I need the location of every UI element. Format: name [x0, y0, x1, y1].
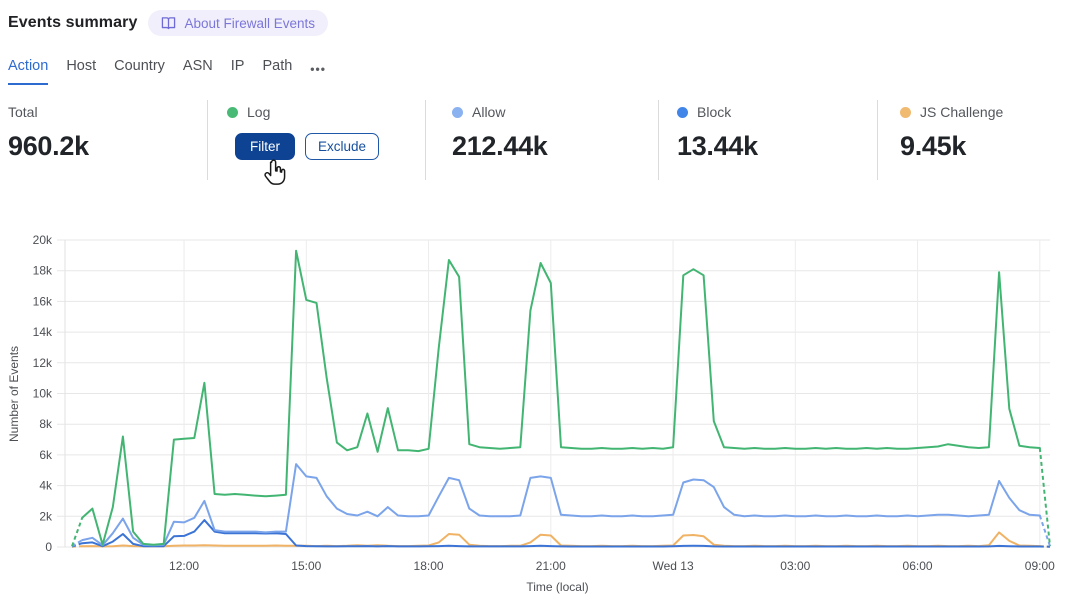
- page-title: Events summary: [8, 14, 138, 31]
- filter-button[interactable]: Filter: [235, 133, 295, 160]
- cursor-pointer-icon: [261, 159, 289, 196]
- svg-text:06:00: 06:00: [903, 559, 933, 573]
- allow-label: Allow: [472, 104, 506, 120]
- svg-text:03:00: 03:00: [780, 559, 810, 573]
- book-icon: [161, 16, 176, 30]
- tab-country[interactable]: Country: [114, 58, 165, 74]
- svg-text:15:00: 15:00: [291, 559, 321, 573]
- svg-text:Time (local): Time (local): [526, 580, 588, 594]
- svg-text:Number of Events: Number of Events: [7, 346, 21, 442]
- svg-text:10k: 10k: [33, 387, 53, 401]
- block-series-dot-icon: [677, 106, 688, 118]
- svg-text:4k: 4k: [39, 479, 53, 493]
- allow-value: 212.44k: [452, 131, 548, 161]
- tab-ip[interactable]: IP: [230, 58, 245, 74]
- js-challenge-label: JS Challenge: [920, 104, 1004, 120]
- log-series-dot-icon: [227, 106, 238, 118]
- block-value: 13.44k: [677, 131, 758, 161]
- svg-text:16k: 16k: [33, 294, 53, 308]
- tab-host[interactable]: Host: [66, 58, 97, 74]
- svg-text:14k: 14k: [33, 325, 53, 339]
- facet-tabs: Action Host Country ASN IP Path •••: [8, 58, 326, 85]
- about-firewall-events-link[interactable]: About Firewall Events: [148, 10, 329, 36]
- card-divider: [425, 100, 426, 180]
- card-divider: [658, 100, 659, 180]
- tab-asn[interactable]: ASN: [182, 58, 213, 74]
- svg-text:18:00: 18:00: [414, 559, 444, 573]
- total-value: 960.2k: [8, 131, 89, 161]
- card-divider: [877, 100, 878, 180]
- stat-card-allow[interactable]: Allow 212.44k: [452, 104, 548, 162]
- events-chart-svg: 0 2k 4k 6k 8k 10k 12k 14k 16k 18k 20k 12:00 15:00 18:…: [7, 233, 1055, 594]
- svg-text:Wed 13: Wed 13: [652, 559, 693, 573]
- events-time-series-chart[interactable]: 0 2k 4k 6k 8k 10k 12k 14k 16k 18k 20k 12:00 15:00 18:…: [0, 225, 1068, 598]
- svg-text:18k: 18k: [33, 264, 53, 278]
- tab-more[interactable]: •••: [310, 62, 326, 76]
- svg-text:12k: 12k: [33, 356, 53, 370]
- card-divider: [207, 100, 208, 180]
- svg-text:0: 0: [45, 540, 52, 554]
- stat-card-total[interactable]: Total 960.2k: [8, 104, 89, 162]
- allow-series-dot-icon: [452, 106, 463, 118]
- about-label: About Firewall Events: [184, 15, 316, 31]
- tab-path[interactable]: Path: [262, 58, 293, 74]
- svg-text:6k: 6k: [39, 448, 53, 462]
- svg-text:20k: 20k: [33, 233, 53, 247]
- exclude-button[interactable]: Exclude: [305, 133, 380, 160]
- log-label: Log: [247, 104, 271, 120]
- svg-text:12:00: 12:00: [169, 559, 199, 573]
- tab-action[interactable]: Action: [8, 58, 49, 85]
- header: Events summary About Firewall Events: [8, 10, 329, 36]
- js-challenge-value: 9.45k: [900, 131, 967, 161]
- stat-card-js-challenge[interactable]: JS Challenge 9.45k: [900, 104, 1003, 162]
- svg-text:8k: 8k: [39, 417, 53, 431]
- stat-card-log[interactable]: Log Filter Exclude: [227, 104, 380, 160]
- block-label: Block: [697, 104, 732, 120]
- total-label: Total: [8, 104, 38, 120]
- svg-text:21:00: 21:00: [536, 559, 566, 573]
- stat-card-block[interactable]: Block 13.44k: [677, 104, 758, 162]
- svg-text:09:00: 09:00: [1025, 559, 1055, 573]
- js-challenge-series-dot-icon: [900, 106, 911, 118]
- svg-text:2k: 2k: [39, 509, 53, 523]
